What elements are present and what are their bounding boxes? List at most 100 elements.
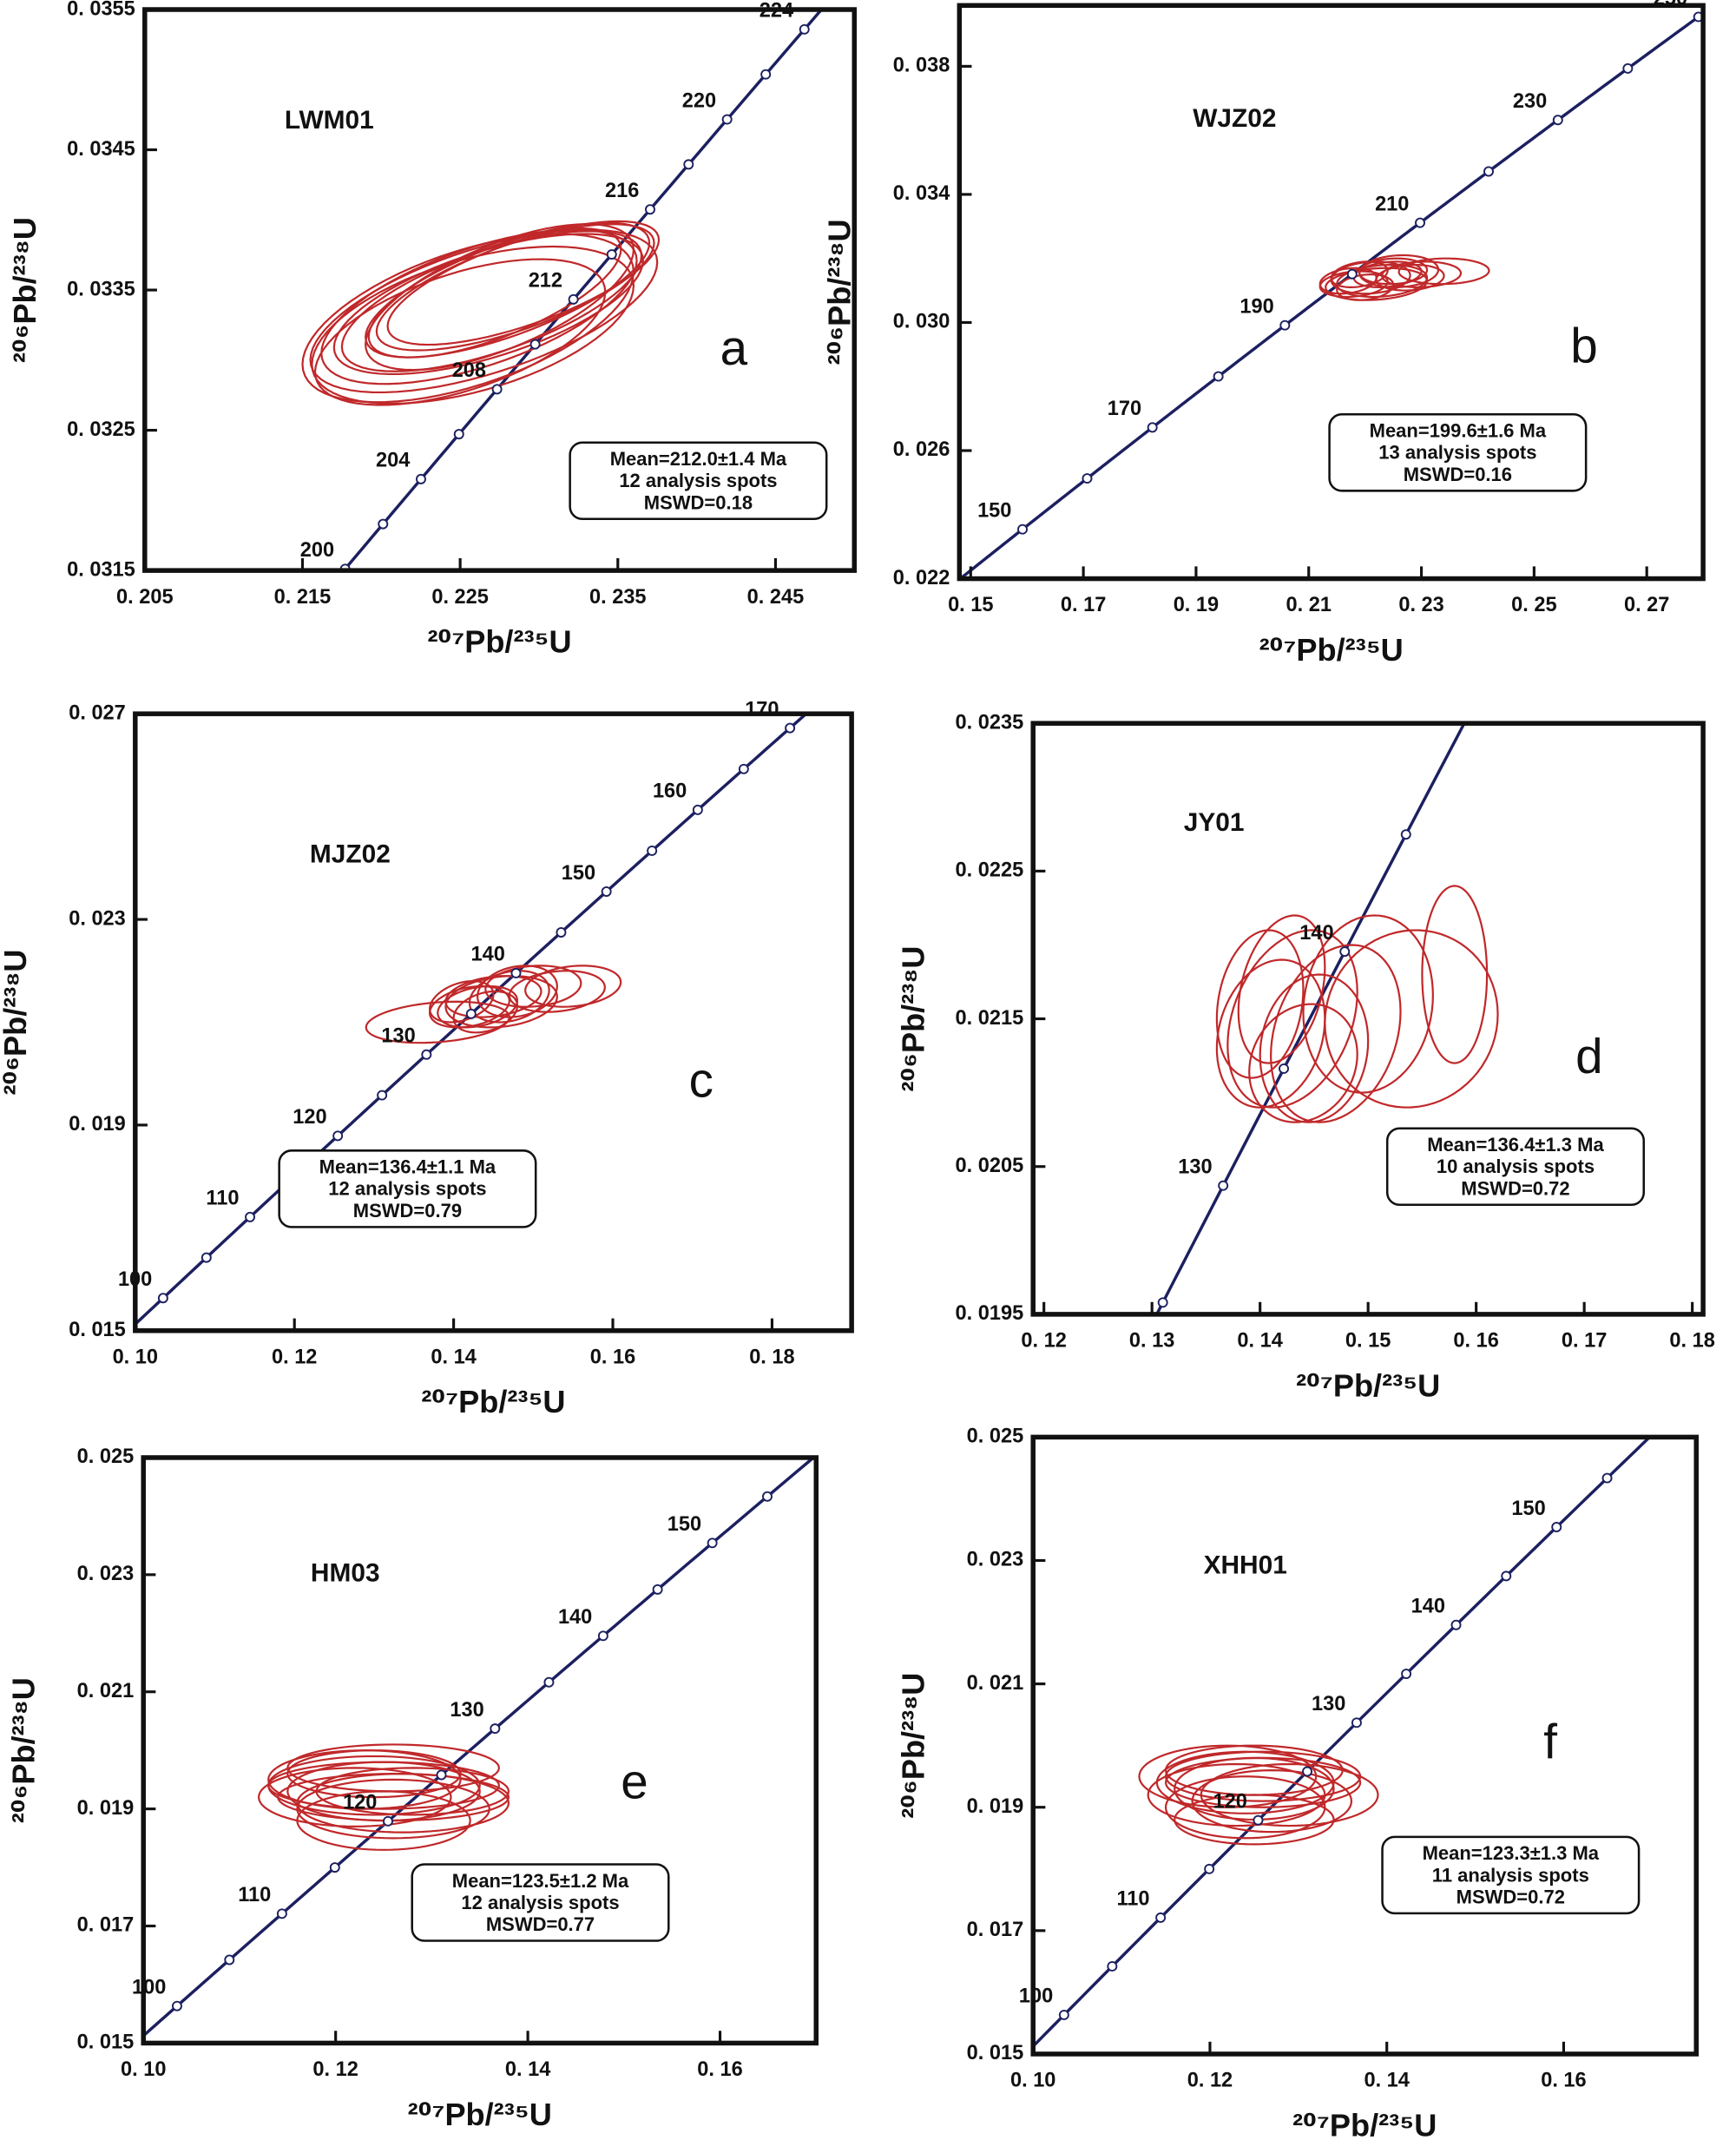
spot-count: 12 analysis spots bbox=[328, 1178, 486, 1200]
y-tick-label: 0. 0355 bbox=[67, 0, 135, 19]
age-marker bbox=[1147, 422, 1158, 433]
age-label: 140 bbox=[471, 943, 505, 965]
x-tick-label: 0. 225 bbox=[431, 585, 489, 608]
age-marker bbox=[245, 1211, 256, 1222]
age-label: 130 bbox=[1178, 1155, 1212, 1177]
mean-box-frame bbox=[1328, 413, 1588, 492]
age-label: 212 bbox=[529, 269, 562, 292]
error-ellipse bbox=[332, 233, 644, 376]
plot-frame bbox=[141, 1455, 819, 2046]
error-ellipse bbox=[508, 970, 606, 1013]
mean-age: Mean=136.4±1.1 Ma bbox=[319, 1156, 496, 1178]
sample-name: MJZ02 bbox=[310, 840, 391, 869]
age-label: 110 bbox=[238, 1883, 271, 1906]
y-tick-label: 0. 030 bbox=[893, 310, 950, 333]
error-ellipse bbox=[1421, 885, 1489, 1064]
y-tick-label: 0. 0315 bbox=[67, 557, 135, 580]
age-marker bbox=[1351, 1717, 1362, 1728]
age-marker bbox=[529, 339, 541, 350]
x-tick-label: 0. 17 bbox=[1562, 1329, 1607, 1352]
y-axis-title: ²⁰⁶Pb/²³⁸U bbox=[822, 219, 858, 365]
y-tick-label: 0. 015 bbox=[69, 1318, 126, 1340]
error-ellipse bbox=[286, 1761, 481, 1822]
age-marker bbox=[601, 886, 612, 897]
x-tick-label: 0. 23 bbox=[1398, 593, 1443, 616]
age-label: 120 bbox=[1213, 1789, 1247, 1812]
error-ellipse bbox=[428, 980, 495, 1024]
error-ellipse bbox=[484, 965, 582, 1008]
age-marker bbox=[1601, 1472, 1613, 1484]
x-tick-label: 0. 15 bbox=[1345, 1329, 1391, 1352]
spot-count: 11 analysis spots bbox=[1432, 1864, 1589, 1886]
y-tick-label: 0. 015 bbox=[77, 2031, 135, 2053]
plot-frame bbox=[133, 711, 854, 1333]
age-label: 140 bbox=[558, 1605, 592, 1628]
panel-letter: c bbox=[689, 1052, 713, 1107]
spot-count: 12 analysis spots bbox=[461, 1892, 619, 1913]
x-tick-label: 0. 10 bbox=[113, 1345, 158, 1367]
x-tick-label: 0. 27 bbox=[1624, 593, 1669, 616]
mswd: MSWD=0.16 bbox=[1404, 464, 1512, 485]
x-tick-label: 0. 12 bbox=[1021, 1329, 1066, 1352]
age-marker bbox=[465, 1008, 477, 1019]
error-ellipse bbox=[524, 965, 622, 1008]
sample-name: XHH01 bbox=[1204, 1551, 1287, 1579]
age-label: 120 bbox=[293, 1105, 326, 1128]
age-marker bbox=[332, 1130, 344, 1142]
age-marker bbox=[762, 1491, 773, 1502]
error-ellipse bbox=[1164, 1775, 1326, 1840]
mean-age: Mean=212.0±1.4 Ma bbox=[610, 448, 787, 470]
x-tick-label: 0. 16 bbox=[1453, 1329, 1498, 1352]
x-tick-label: 0. 235 bbox=[589, 585, 647, 608]
error-ellipse bbox=[1324, 929, 1499, 1109]
y-tick-label: 0. 0325 bbox=[67, 418, 135, 440]
age-label: 120 bbox=[343, 1791, 377, 1814]
mswd: MSWD=0.77 bbox=[486, 1913, 595, 1935]
error-ellipse bbox=[437, 984, 519, 1029]
error-ellipse bbox=[1174, 1756, 1335, 1821]
age-label: 150 bbox=[667, 1512, 701, 1535]
plot-content bbox=[1033, 1437, 1652, 2049]
age-marker bbox=[157, 1293, 168, 1304]
x-tick-label: 0. 16 bbox=[697, 2058, 742, 2080]
error-ellipse bbox=[1318, 267, 1378, 295]
age-label: 110 bbox=[206, 1187, 239, 1209]
panel-letter: e bbox=[621, 1755, 648, 1809]
age-marker bbox=[606, 249, 617, 260]
age-marker bbox=[415, 473, 426, 484]
age-label: 140 bbox=[1411, 1595, 1445, 1617]
y-tick-label: 0. 0345 bbox=[67, 137, 135, 160]
x-tick-label: 0. 10 bbox=[1010, 2069, 1055, 2091]
age-marker bbox=[1082, 473, 1093, 484]
age-marker bbox=[510, 967, 522, 978]
age-marker bbox=[1551, 1522, 1562, 1532]
x-tick-label: 0. 17 bbox=[1061, 593, 1106, 616]
x-tick-label: 0. 16 bbox=[590, 1345, 635, 1367]
age-label: 208 bbox=[452, 359, 486, 381]
y-tick-label: 0. 023 bbox=[967, 1548, 1024, 1570]
error-ellipse bbox=[267, 1749, 462, 1810]
x-tick-label: 0. 10 bbox=[121, 2058, 166, 2080]
age-marker bbox=[1204, 1863, 1215, 1874]
age-marker bbox=[1155, 1912, 1167, 1923]
age-label: 190 bbox=[1240, 294, 1273, 317]
age-marker bbox=[421, 1049, 432, 1060]
error-ellipse bbox=[1302, 914, 1434, 1094]
y-tick-label: 0. 038 bbox=[893, 54, 950, 76]
x-tick-label: 0. 14 bbox=[505, 2058, 550, 2080]
age-marker bbox=[377, 1090, 388, 1101]
mean-age: Mean=123.3±1.3 Ma bbox=[1423, 1842, 1600, 1864]
age-marker bbox=[1401, 1669, 1412, 1680]
age-marker bbox=[1501, 1570, 1512, 1582]
error-ellipse bbox=[286, 1743, 501, 1793]
age-marker bbox=[785, 722, 796, 734]
age-label: 230 bbox=[1513, 89, 1547, 112]
sample-name: HM03 bbox=[311, 1559, 380, 1588]
error-ellipse bbox=[340, 230, 643, 372]
